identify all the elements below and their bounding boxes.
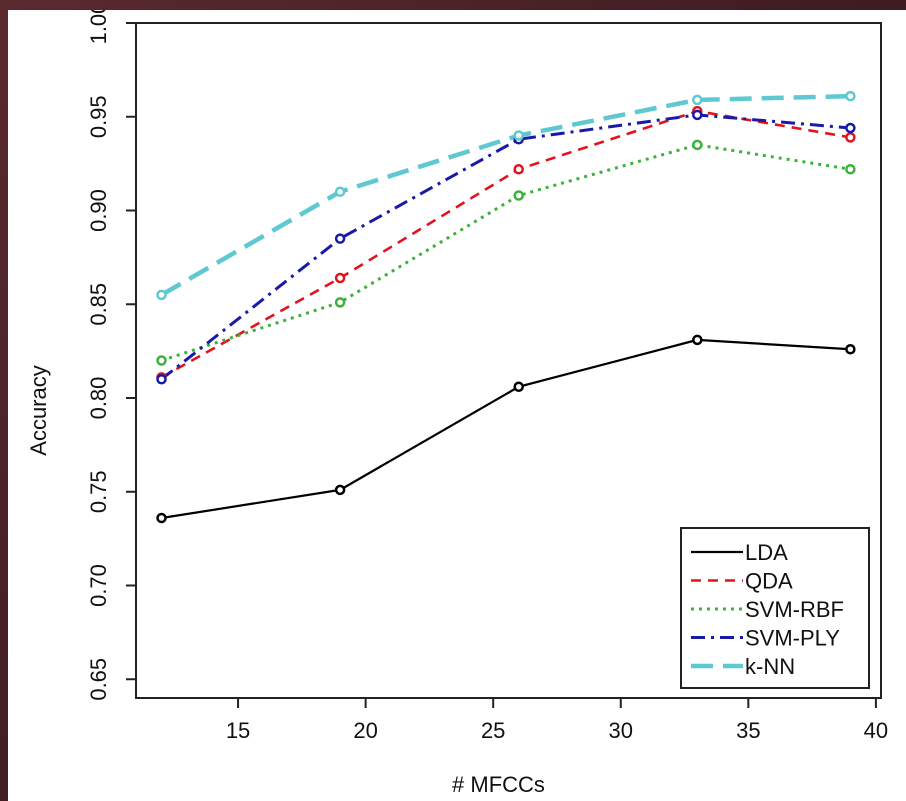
data-point-SVM-RBF xyxy=(156,355,167,366)
data-point-SVM-RBF xyxy=(845,164,856,175)
y-tick-label: 0.90 xyxy=(86,189,111,232)
x-axis-title: # MFCCs xyxy=(452,772,545,797)
line-chart: 15 20 25 30 35 40 0.65 0.70 0.75 0.80 0.85 0.90 0.9… xyxy=(26,10,888,797)
data-point-LDA xyxy=(513,381,524,392)
y-axis-title: Accuracy xyxy=(26,365,51,455)
data-point-LDA xyxy=(845,344,856,355)
x-tick-label: 35 xyxy=(736,718,760,743)
x-tick-label: 25 xyxy=(481,718,505,743)
data-point-k-NN xyxy=(334,186,346,197)
series-line-QDA xyxy=(160,109,851,379)
series-line-k-NN xyxy=(160,93,851,297)
data-point-QDA xyxy=(845,132,856,143)
y-tick-label: 0.75 xyxy=(86,470,111,513)
data-point-k-NN xyxy=(156,289,167,301)
legend-label: SVM-RBF xyxy=(745,597,844,622)
y-tick-label: 1.00 xyxy=(86,10,111,44)
data-point-SVM-PLY xyxy=(692,109,703,121)
x-tick-label: 20 xyxy=(353,718,377,743)
legend-label: k-NN xyxy=(745,654,795,679)
data-point-SVM-PLY xyxy=(845,122,856,134)
y-tick-label: 0.70 xyxy=(86,564,111,607)
x-tick-label: 40 xyxy=(864,718,888,743)
data-point-LDA xyxy=(692,334,703,346)
series-line-SVM-RBF xyxy=(161,143,851,362)
data-point-SVM-RBF xyxy=(692,139,703,151)
legend-box xyxy=(680,527,870,689)
series-line-LDA xyxy=(161,338,851,520)
data-point-LDA xyxy=(156,512,167,524)
data-point-QDA xyxy=(334,272,346,284)
plot-border xyxy=(135,22,882,699)
data-point-k-NN xyxy=(513,130,524,141)
legend: LDA QDA SVM-RBF SVM-PLY k-NN xyxy=(680,527,870,689)
plot-area xyxy=(135,22,882,699)
x-axis: 15 20 25 30 35 40 xyxy=(226,698,888,743)
y-tick-label: 0.95 xyxy=(86,95,111,138)
data-point-SVM-PLY xyxy=(334,233,346,244)
y-tick-label: 0.85 xyxy=(86,283,111,326)
y-axis: 0.65 0.70 0.75 0.80 0.85 0.90 0.95 1.00 xyxy=(86,10,136,701)
data-point-k-NN xyxy=(845,90,856,102)
x-tick-label: 30 xyxy=(609,718,633,743)
data-point-LDA xyxy=(334,484,346,496)
legend-label: QDA xyxy=(745,569,793,594)
legend-label: SVM-PLY xyxy=(745,626,840,651)
data-point-SVM-PLY xyxy=(156,374,167,385)
y-tick-label: 0.65 xyxy=(86,658,111,701)
data-point-SVM-RBF xyxy=(513,190,524,201)
chart-frame: 15 20 25 30 35 40 0.65 0.70 0.75 0.80 0.85 0.90 0.9… xyxy=(8,10,906,801)
data-point-SVM-RBF xyxy=(334,297,346,308)
y-tick-label: 0.80 xyxy=(86,377,111,420)
x-tick-label: 15 xyxy=(226,718,250,743)
legend-label: LDA xyxy=(745,540,788,565)
series-line-SVM-PLY xyxy=(160,113,851,381)
data-point-k-NN xyxy=(692,94,703,106)
data-point-QDA xyxy=(513,164,524,175)
